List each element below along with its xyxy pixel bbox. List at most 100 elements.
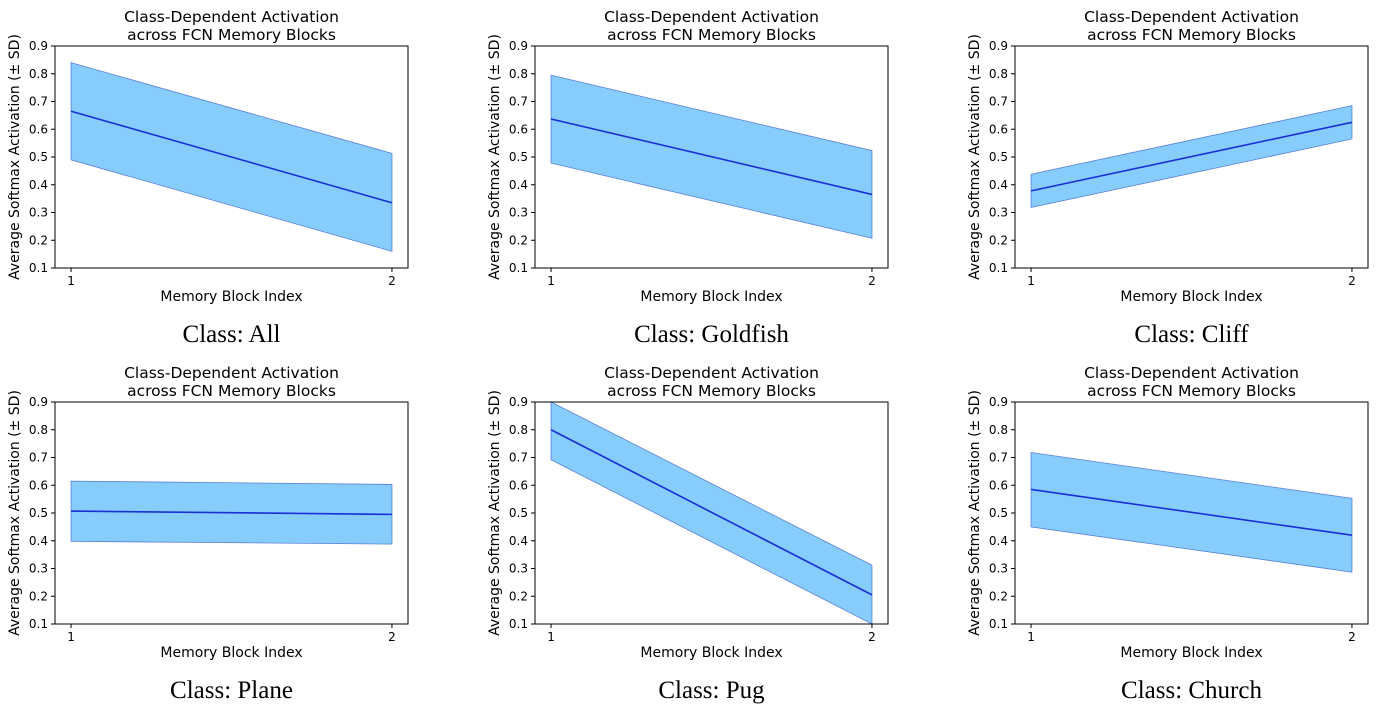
panel-caption: Class: Plane (170, 677, 293, 704)
chart-panel-3: 0.1 0.2 0.3 0.4 0.5 0.6 0.7 0.8 0.9 1 2 Class-Depen… (967, 8, 1369, 348)
y-tick-label: 0.8 (29, 423, 48, 437)
x-tick-label: 2 (868, 274, 876, 288)
x-tick-label: 1 (1027, 630, 1035, 644)
chart-panel-6: 0.1 0.2 0.3 0.4 0.5 0.6 0.7 0.8 0.9 1 2 Class-Depen… (967, 364, 1369, 704)
y-tick-label: 0.7 (989, 95, 1008, 109)
y-tick-label: 0.4 (29, 534, 48, 548)
y-tick-label: 0.1 (509, 617, 528, 631)
y-tick-label: 0.7 (29, 451, 48, 465)
panel-caption: Class: Cliff (1134, 321, 1249, 348)
x-axis-label: Memory Block Index (1120, 645, 1262, 661)
y-tick-label: 0.8 (989, 67, 1008, 81)
x-axis-label: Memory Block Index (640, 645, 782, 661)
y-tick-label: 0.6 (509, 478, 528, 492)
y-tick-label: 0.1 (989, 261, 1008, 275)
y-tick-label: 0.4 (989, 534, 1008, 548)
panel-caption: Class: All (183, 321, 281, 348)
x-tick-label: 2 (388, 630, 396, 644)
y-tick-label: 0.3 (989, 562, 1008, 576)
x-axis-label: Memory Block Index (640, 289, 782, 305)
mean-line (1030, 121, 1353, 192)
chart-panel-1: 0.1 0.2 0.3 0.4 0.5 0.6 0.7 0.8 0.9 1 2 Class-Depen… (7, 8, 409, 348)
panel-caption: Class: Church (1121, 677, 1262, 704)
y-tick-label: 0.5 (989, 150, 1008, 164)
y-tick-label: 0.2 (989, 233, 1008, 247)
y-tick-label: 0.4 (989, 178, 1008, 192)
y-axis-label: Average Softmax Activation (± SD) (7, 34, 23, 280)
y-tick-label: 0.5 (989, 506, 1008, 520)
x-tick-label: 2 (1348, 274, 1356, 288)
y-tick-label: 0.6 (989, 478, 1008, 492)
y-tick-label: 0.4 (509, 534, 528, 548)
y-tick-label: 0.9 (989, 39, 1008, 53)
mean-line (550, 118, 873, 196)
y-tick-label: 0.7 (509, 95, 528, 109)
y-tick-label: 0.8 (29, 67, 48, 81)
x-tick-label: 1 (67, 630, 75, 644)
y-tick-label: 0.5 (509, 150, 528, 164)
y-tick-label: 0.3 (29, 562, 48, 576)
x-tick-label: 2 (388, 274, 396, 288)
chart-title-line: Class-Dependent Activation (124, 8, 339, 26)
chart-title-line: Class-Dependent Activation (1084, 8, 1299, 26)
y-tick-label: 0.1 (989, 617, 1008, 631)
x-tick-label: 2 (868, 630, 876, 644)
y-tick-label: 0.5 (29, 150, 48, 164)
chart-panel-2: 0.1 0.2 0.3 0.4 0.5 0.6 0.7 0.8 0.9 1 2 Class-Depen… (487, 8, 889, 348)
y-tick-label: 0.8 (509, 67, 528, 81)
y-tick-label: 0.6 (509, 122, 528, 136)
chart-title-line: across FCN Memory Blocks (127, 382, 336, 400)
x-tick-label: 1 (1027, 274, 1035, 288)
chart-title-line: across FCN Memory Blocks (607, 382, 816, 400)
y-axis-label: Average Softmax Activation (± SD) (967, 34, 983, 280)
y-axis-label: Average Softmax Activation (± SD) (487, 34, 503, 280)
y-tick-label: 0.9 (509, 39, 528, 53)
y-axis-label: Average Softmax Activation (± SD) (7, 390, 23, 636)
y-tick-label: 0.7 (509, 451, 528, 465)
y-tick-label: 0.1 (509, 261, 528, 275)
x-tick-label: 1 (67, 274, 75, 288)
y-tick-label: 0.9 (509, 395, 528, 409)
y-tick-label: 0.3 (989, 206, 1008, 220)
y-tick-label: 0.4 (29, 178, 48, 192)
y-tick-label: 0.9 (29, 395, 48, 409)
y-axis-label: Average Softmax Activation (± SD) (487, 390, 503, 636)
y-tick-label: 0.2 (509, 589, 528, 603)
y-tick-label: 0.7 (989, 451, 1008, 465)
x-axis-label: Memory Block Index (160, 645, 302, 661)
y-tick-label: 0.3 (509, 562, 528, 576)
mean-line (70, 110, 393, 204)
chart-title-line: Class-Dependent Activation (1084, 364, 1299, 382)
x-axis-label: Memory Block Index (160, 289, 302, 305)
chart-panel-5: 0.1 0.2 0.3 0.4 0.5 0.6 0.7 0.8 0.9 1 2 Class-Depen… (487, 364, 889, 704)
chart-title-line: Class-Dependent Activation (124, 364, 339, 382)
mean-line (1030, 488, 1353, 536)
y-tick-label: 0.6 (989, 122, 1008, 136)
panel-caption: Class: Goldfish (634, 321, 789, 348)
x-tick-label: 1 (547, 274, 555, 288)
y-tick-label: 0.4 (509, 178, 528, 192)
chart-title-line: across FCN Memory Blocks (1087, 382, 1296, 400)
chart-title-line: across FCN Memory Blocks (1087, 26, 1296, 44)
chart-title-line: across FCN Memory Blocks (607, 26, 816, 44)
y-tick-label: 0.5 (509, 506, 528, 520)
y-tick-label: 0.6 (29, 122, 48, 136)
y-tick-label: 0.2 (989, 589, 1008, 603)
y-tick-label: 0.7 (29, 95, 48, 109)
mean-line (71, 510, 392, 516)
y-tick-label: 0.1 (29, 261, 48, 275)
chart-title-line: Class-Dependent Activation (604, 8, 819, 26)
y-tick-label: 0.9 (989, 395, 1008, 409)
x-axis-label: Memory Block Index (1120, 289, 1262, 305)
y-tick-label: 0.6 (29, 478, 48, 492)
y-tick-label: 0.5 (29, 506, 48, 520)
y-axis-label: Average Softmax Activation (± SD) (967, 390, 983, 636)
x-tick-label: 2 (1348, 630, 1356, 644)
y-tick-label: 0.2 (509, 233, 528, 247)
y-tick-label: 0.2 (29, 589, 48, 603)
y-tick-label: 0.2 (29, 233, 48, 247)
chart-title-line: Class-Dependent Activation (604, 364, 819, 382)
y-tick-label: 0.3 (29, 206, 48, 220)
panel-caption: Class: Pug (658, 677, 765, 704)
